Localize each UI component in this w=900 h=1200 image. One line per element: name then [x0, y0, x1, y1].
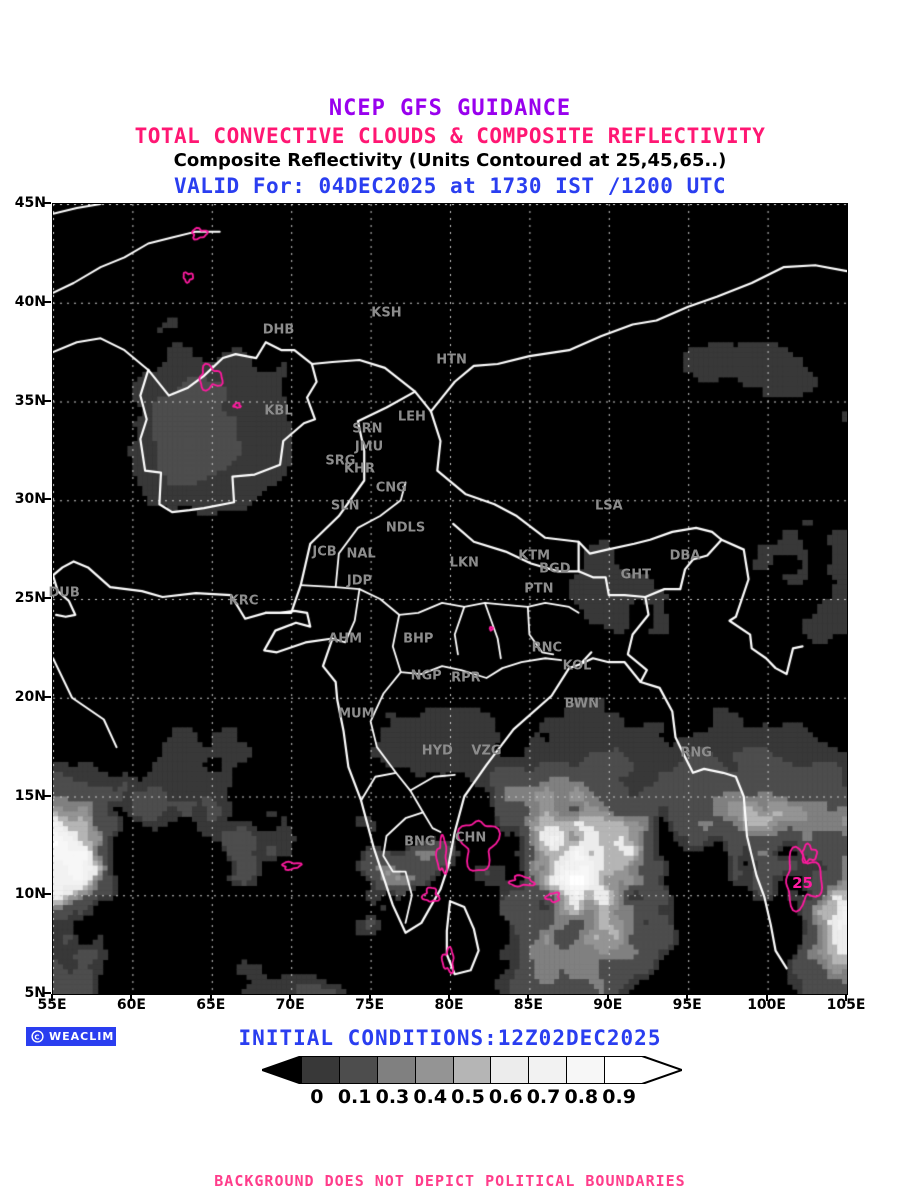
- initial-conditions-label: INITIAL CONDITIONS:12Z02DEC2025: [238, 1026, 662, 1050]
- colorbar-cells: [302, 1056, 643, 1084]
- lat-tick-mark: [44, 498, 51, 501]
- lat-tick-label: 25N: [14, 590, 46, 606]
- lat-tick-label: 35N: [14, 392, 46, 409]
- lon-tick-label: 85E: [513, 997, 543, 1013]
- colorbar-tick: 0.6: [488, 1086, 523, 1108]
- reflectivity-raster: [53, 204, 847, 994]
- colorbar-tick: 0.5: [451, 1086, 485, 1108]
- lat-tick-mark: [44, 202, 51, 204]
- colorbar-tick: 0.8: [564, 1086, 599, 1108]
- colorbar-cell: [415, 1056, 454, 1084]
- weaclim-badge: C WEACLIM: [26, 1027, 116, 1046]
- lat-tick-label: 30N: [14, 491, 46, 508]
- colorbar-cell: [453, 1056, 492, 1084]
- lon-tick-mark: [368, 994, 371, 1001]
- lon-tick-label: 70E: [275, 997, 305, 1013]
- lon-tick-mark: [130, 994, 133, 1001]
- lon-tick-label: 65E: [196, 997, 226, 1013]
- lon-tick-label: 100E: [747, 997, 786, 1013]
- lon-tick-label: 95E: [672, 997, 702, 1013]
- lon-tick-mark: [289, 994, 292, 1001]
- lon-tick-label: 75E: [355, 997, 385, 1013]
- lat-tick-mark: [44, 300, 51, 303]
- lat-tick-label: 5N: [24, 985, 46, 1001]
- colorbar-tick: 0.9: [602, 1086, 636, 1108]
- valid-time-label: VALID For: 04DEC2025 at 1730 IST /1200 U…: [173, 174, 726, 198]
- lon-tick-label: 60E: [116, 997, 146, 1013]
- colorbar-cell: [567, 1056, 606, 1084]
- lon-tick-label: 105E: [826, 997, 866, 1013]
- colorbar-cell: [339, 1056, 378, 1084]
- colorbar-tick: 0: [310, 1086, 324, 1108]
- colorbar-cell: [529, 1056, 568, 1084]
- lat-tick-mark: [44, 992, 51, 994]
- colorbar-tick-labels: 0 0.1 0.3 0.4 0.5 0.6 0.7 0.8 0.9: [262, 1086, 682, 1108]
- page-title-product: TOTAL CONVECTIVE CLOUDS & COMPOSITE REFL…: [134, 124, 766, 148]
- lon-tick-mark: [686, 994, 689, 1001]
- copyright-icon: C: [31, 1030, 44, 1043]
- colorbar-cell: [491, 1056, 530, 1084]
- page-subtitle-units: Composite Reflectivity (Units Contoured …: [173, 150, 727, 171]
- lat-tick-mark: [44, 893, 51, 896]
- lon-tick-mark: [845, 994, 847, 1001]
- svg-text:C: C: [34, 1033, 40, 1041]
- lon-tick-mark: [606, 994, 609, 1001]
- lat-tick-label: 40N: [14, 293, 46, 310]
- lat-tick-label: 10N: [14, 886, 46, 903]
- colorbar-min-arrow: [262, 1056, 302, 1084]
- lat-tick-label: 15N: [14, 787, 46, 804]
- page-title-ncep: NCEP GFS GUIDANCE: [328, 96, 572, 121]
- lat-tick-label: 20N: [14, 688, 46, 705]
- contour-value-label: 25: [792, 874, 813, 893]
- colorbar-outline: [262, 1056, 682, 1084]
- lat-tick-mark: [44, 399, 51, 402]
- colorbar-tick: 0.4: [413, 1086, 448, 1108]
- lon-tick-label: 90E: [593, 997, 623, 1013]
- lat-tick-label: 45N: [14, 195, 46, 211]
- colorbar-cell: [302, 1056, 340, 1084]
- lon-tick-mark: [527, 994, 530, 1001]
- colorbar-tick: 0.7: [526, 1086, 561, 1108]
- lon-tick-mark: [209, 994, 212, 1001]
- lon-tick-mark: [765, 994, 768, 1001]
- colorbar-tick: 0.3: [375, 1086, 410, 1108]
- lon-tick-label: 80E: [434, 997, 464, 1013]
- colorbar-cell: [605, 1056, 643, 1084]
- lon-tick-mark: [51, 994, 53, 1001]
- disclaimer-text: BACKGROUND DOES NOT DEPICT POLITICAL BOU…: [214, 1172, 686, 1190]
- lon-tick-label: 55E: [37, 997, 67, 1013]
- weather-map-plot[interactable]: DUB KRC DHB KSH HTN KBL LEH SRN JMU SRG KHR CNG SLN N…: [48, 203, 848, 995]
- lat-tick-mark: [44, 695, 51, 698]
- colorbar-cell: [377, 1056, 416, 1084]
- colorbar[interactable]: [262, 1056, 682, 1084]
- colorbar-tick: 0.1: [337, 1086, 372, 1108]
- lon-tick-mark: [448, 994, 450, 1001]
- weaclim-label: WEACLIM: [49, 1030, 115, 1043]
- lat-tick-mark: [44, 794, 51, 797]
- lat-tick-mark: [44, 597, 51, 599]
